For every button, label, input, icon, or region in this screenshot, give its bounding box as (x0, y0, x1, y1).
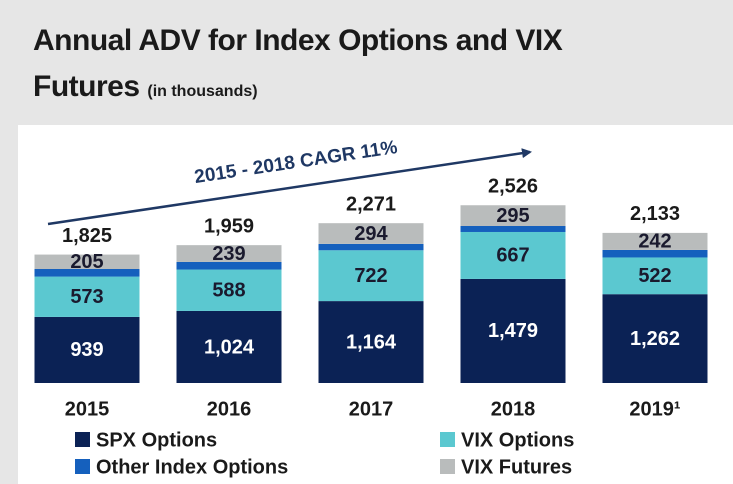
chart-subtitle: (in thousands) (147, 83, 258, 100)
total-label: 1,825 (62, 225, 112, 247)
data-label: 1,479 (488, 320, 538, 342)
legend-label: SPX Options (96, 429, 217, 451)
bar-segment (34, 254, 140, 269)
data-label: 573 (70, 286, 103, 308)
bar-segment (602, 294, 708, 383)
bar-segment (318, 223, 424, 244)
data-label: 939 (70, 339, 103, 361)
data-label: 1,262 (630, 328, 680, 350)
data-label: 722 (354, 265, 387, 287)
cagr-annotation: 2015 - 2018 CAGR 11% (193, 137, 399, 188)
data-label: 295 (496, 205, 529, 227)
x-tick-label: 2016 (207, 398, 252, 420)
bar-segment (318, 301, 424, 383)
legend-swatch (75, 432, 90, 447)
bar-segment (318, 250, 424, 302)
legend-label: VIX Options (461, 429, 574, 451)
bar-segment (460, 231, 566, 279)
total-label: 1,959 (204, 215, 254, 237)
chart-title: Annual ADV for Index Options and VIX Fut… (33, 24, 563, 103)
x-tick-label: 2019¹ (629, 398, 680, 420)
data-label: 205 (70, 251, 103, 273)
bar-segment (318, 243, 424, 251)
cagr-arrow (47, 148, 532, 226)
data-label: 588 (212, 280, 245, 302)
data-label: 667 (496, 245, 529, 267)
total-label: 2,271 (346, 193, 396, 215)
bar-segment (602, 232, 708, 250)
bar-segment (602, 249, 708, 258)
data-label: 522 (638, 265, 671, 287)
data-label: 1,164 (346, 331, 397, 353)
bar-segment (34, 269, 140, 277)
data-label: 239 (212, 243, 245, 265)
x-tick-label: 2018 (491, 398, 536, 420)
legend-swatch (75, 459, 90, 474)
legend-label: VIX Futures (461, 456, 572, 478)
bar-segment (34, 276, 140, 317)
legend-swatch (440, 459, 455, 474)
bar-segment (602, 257, 708, 295)
bar-segment (176, 261, 282, 270)
bar-segment (460, 205, 566, 227)
title-block: Annual ADV for Index Options and VIX Fut… (33, 18, 593, 115)
bar-segment (460, 278, 566, 383)
bar-segment (176, 269, 282, 311)
total-label: 2,133 (630, 203, 680, 225)
x-tick-label: 2017 (349, 398, 394, 420)
bar-segment (176, 245, 282, 262)
legend-swatch (440, 432, 455, 447)
bar-segment (460, 226, 566, 232)
data-label: 242 (638, 231, 671, 253)
bar-segment (176, 310, 282, 383)
legend-label: Other Index Options (96, 456, 288, 478)
data-label: 1,024 (204, 336, 255, 358)
x-tick-label: 2015 (65, 398, 110, 420)
data-label: 294 (354, 223, 388, 245)
bar-segment (34, 316, 140, 383)
total-label: 2,526 (488, 176, 538, 198)
